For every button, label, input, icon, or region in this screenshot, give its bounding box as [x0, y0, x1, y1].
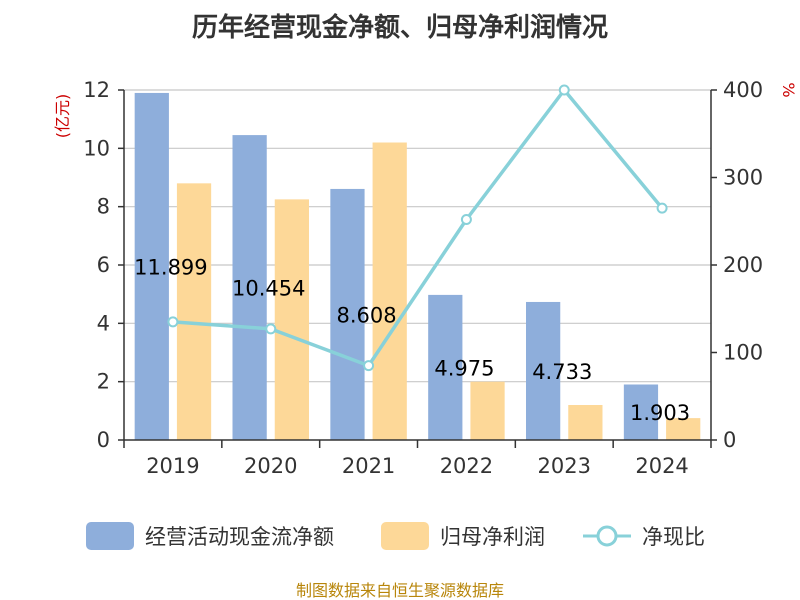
data-labels: 11.899 10.454 8.608 4.975 4.733 1.903 [134, 255, 690, 425]
y-left-tick-label: 12 [83, 78, 110, 102]
y-right-tick-label: 0 [723, 428, 736, 452]
y-left-tick-label: 2 [97, 370, 110, 394]
bar-cashflow [134, 92, 169, 440]
y-right-unit: % [779, 82, 798, 97]
x-tick-label: 2022 [440, 454, 493, 478]
point-ratio [656, 202, 668, 214]
legend-label-cashflow: 经营活动现金流净额 [145, 525, 334, 549]
bar-cashflow [428, 294, 463, 440]
x-tick-label: 2023 [538, 454, 591, 478]
bar-profit [666, 418, 701, 440]
legend-label-profit: 归母净利润 [440, 525, 545, 549]
data-label-cashflow: 10.454 [232, 277, 305, 301]
data-label-cashflow: 11.899 [134, 255, 207, 279]
y-right-tick-label: 300 [723, 166, 763, 190]
ticks: 0 2 4 6 8 10 12 0 100 200 300 400 2019 2020 2021 2022 20… [83, 78, 763, 478]
bar-profit [470, 381, 505, 440]
bar-profit [176, 183, 212, 441]
bar-profit [372, 142, 407, 440]
y-left-tick-label: 8 [97, 195, 110, 219]
point-ratio [167, 316, 179, 328]
line-series [167, 84, 668, 372]
y-left-tick-label: 6 [97, 253, 110, 277]
data-label-cashflow: 4.975 [434, 356, 494, 380]
y-left-tick-label: 0 [97, 428, 110, 452]
line-ratio [172, 88, 664, 368]
data-label-cashflow: 4.733 [532, 360, 592, 384]
legend-swatch-profit [381, 522, 429, 550]
y-right-tick-label: 100 [723, 341, 763, 365]
x-tick-label: 2024 [635, 454, 688, 478]
bar-profit [568, 405, 603, 440]
legend-swatch-cashflow [86, 522, 134, 550]
y-left-tick-label: 10 [83, 136, 110, 160]
chart-title: 历年经营现金净额、归母净利润情况 [192, 12, 608, 43]
point-ratio [460, 214, 472, 225]
bar-cashflow [526, 301, 561, 440]
x-tick-label: 2021 [342, 454, 395, 478]
x-tick-label: 2019 [146, 454, 199, 478]
source-note: 制图数据来自恒生聚源数据库 [296, 581, 504, 600]
legend: 经营活动现金流净额 归母净利润 净现比 [86, 522, 705, 550]
legend-marker-ratio [596, 525, 618, 547]
point-ratio [265, 323, 277, 335]
data-label-cashflow: 8.608 [337, 303, 397, 327]
y-right-tick-label: 200 [723, 253, 763, 277]
data-label-cashflow: 1.903 [630, 401, 690, 425]
bar-cashflow [232, 135, 267, 440]
y-right-tick-label: 400 [723, 78, 763, 102]
y-left-tick-label: 4 [97, 311, 110, 335]
y-left-unit: (亿元) [53, 94, 72, 139]
axes [118, 89, 717, 448]
point-ratio [363, 360, 375, 372]
grid [124, 89, 711, 383]
bars [134, 92, 701, 441]
point-ratio [558, 84, 570, 96]
bar-cashflow [330, 188, 365, 440]
legend-label-ratio: 净现比 [642, 525, 705, 549]
bar-cashflow [623, 384, 659, 440]
x-tick-label: 2020 [244, 454, 297, 478]
bar-profit [274, 199, 309, 440]
